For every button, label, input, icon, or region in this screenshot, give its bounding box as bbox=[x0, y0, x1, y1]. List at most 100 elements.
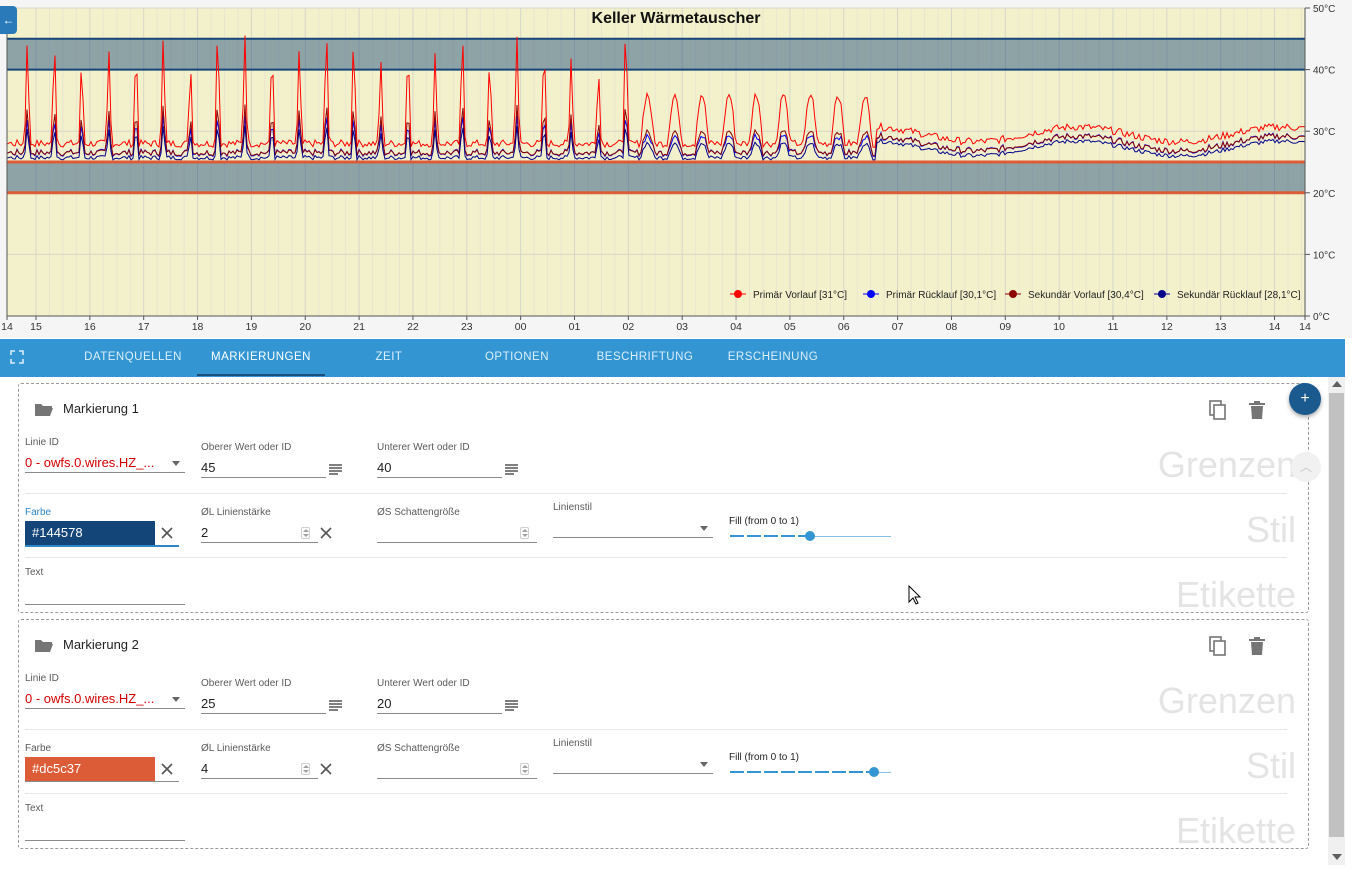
trash-icon[interactable] bbox=[1249, 637, 1265, 655]
fill-slider-rest[interactable] bbox=[810, 536, 891, 537]
legend-entry: Primär Rücklauf [30,1°C] bbox=[886, 290, 996, 301]
spinner-icon[interactable] bbox=[520, 763, 529, 775]
line-width-input[interactable]: 2 bbox=[201, 523, 318, 543]
line-id-select[interactable]: 0 - owfs.0.wires.HZ_... bbox=[25, 689, 185, 709]
tab-optionen[interactable]: OPTIONEN bbox=[484, 351, 550, 363]
upper-input[interactable]: 25 bbox=[201, 694, 326, 714]
chart: 0°C 10°C 20°C 30°C 40°C 50°C 14 15 16 17 18 19 20 21 2… bbox=[1, 4, 1335, 333]
shadow-label: ØS Schattengröße bbox=[377, 743, 460, 754]
legend-entry: Sekundär Vorlauf [30,4°C] bbox=[1028, 290, 1144, 301]
x-tick-label: 16 bbox=[84, 321, 96, 333]
folder-open-icon[interactable] bbox=[34, 638, 54, 652]
id-select-icon[interactable] bbox=[505, 700, 518, 711]
divider bbox=[25, 557, 1287, 558]
x-tick-label: 14 bbox=[1, 321, 13, 333]
marking-band bbox=[7, 162, 1305, 193]
copy-icon[interactable] bbox=[1209, 636, 1227, 656]
line-style-select[interactable] bbox=[553, 518, 713, 538]
text-label: Text bbox=[25, 803, 44, 814]
line-width-input[interactable]: 4 bbox=[201, 759, 318, 779]
shadow-input[interactable] bbox=[377, 523, 537, 543]
color-underline bbox=[25, 781, 179, 782]
marking-band bbox=[7, 38, 1305, 70]
marking-title[interactable]: Markierung 1 bbox=[63, 401, 139, 416]
id-select-icon[interactable] bbox=[505, 464, 518, 475]
fill-slider-thumb[interactable] bbox=[869, 767, 879, 777]
x-tick-label: 14 bbox=[1299, 321, 1311, 333]
section-label: Etikette bbox=[1175, 810, 1296, 851]
x-tick-label: 01 bbox=[569, 321, 581, 333]
scroll-thumb[interactable] bbox=[1329, 393, 1344, 837]
line-style-label: Linienstil bbox=[553, 738, 592, 749]
divider bbox=[25, 729, 1287, 730]
spinner-icon[interactable] bbox=[301, 763, 310, 775]
tab-markierungen[interactable]: MARKIERUNGEN bbox=[211, 351, 311, 363]
fill-slider-track[interactable] bbox=[730, 771, 874, 773]
section-label: Etikette bbox=[1175, 574, 1296, 615]
folder-open-icon[interactable] bbox=[34, 402, 54, 416]
tab-beschriftung[interactable]: BESCHRIFTUNG bbox=[596, 351, 694, 363]
x-tick-label: 14 bbox=[1269, 321, 1281, 333]
y-tick-label: 50°C bbox=[1313, 4, 1335, 15]
add-marking-button[interactable]: + bbox=[1289, 383, 1321, 415]
y-tick-label: 40°C bbox=[1313, 66, 1335, 77]
line-id-value: 0 - owfs.0.wires.HZ_... bbox=[25, 691, 155, 706]
dropdown-arrow-icon bbox=[700, 526, 708, 531]
x-tick-label: 22 bbox=[407, 321, 419, 333]
upper-label: Oberer Wert oder ID bbox=[201, 678, 292, 689]
series-line bbox=[6, 35, 1306, 149]
color-label: Farbe bbox=[25, 743, 52, 754]
fill-slider-track[interactable] bbox=[730, 535, 810, 537]
fill-slider-thumb[interactable] bbox=[805, 531, 815, 541]
id-select-icon[interactable] bbox=[329, 700, 342, 711]
tab-zeit[interactable]: ZEIT bbox=[375, 351, 403, 363]
legend-entry: Sekundär Rücklauf [28,1°C] bbox=[1177, 290, 1301, 301]
collapse-button[interactable]: ︿ bbox=[1291, 452, 1321, 482]
clear-icon[interactable] bbox=[320, 763, 332, 775]
chevron-up-icon: ︿ bbox=[1299, 460, 1312, 474]
clear-icon[interactable] bbox=[161, 527, 173, 539]
color-input[interactable]: #dc5c37 bbox=[25, 757, 155, 781]
x-tick-label: 08 bbox=[946, 321, 958, 333]
line-style-label: Linienstil bbox=[553, 502, 592, 513]
id-select-icon[interactable] bbox=[329, 464, 342, 475]
scroll-down-icon[interactable] bbox=[1332, 854, 1342, 860]
spinner-icon[interactable] bbox=[301, 527, 310, 539]
line-style-select[interactable] bbox=[553, 754, 713, 774]
scrollbar[interactable] bbox=[1328, 377, 1345, 865]
text-input[interactable] bbox=[25, 585, 185, 605]
clear-icon[interactable] bbox=[320, 527, 332, 539]
line-id-select[interactable]: 0 - owfs.0.wires.HZ_... bbox=[25, 453, 185, 473]
shadow-input[interactable] bbox=[377, 759, 537, 779]
upper-input[interactable]: 45 bbox=[201, 458, 326, 478]
y-tick-label: 10°C bbox=[1313, 250, 1335, 261]
x-tick-label: 23 bbox=[461, 321, 473, 333]
tab-datenquellen[interactable]: DATENQUELLEN bbox=[84, 351, 182, 363]
legend-entry: Primär Vorlauf [31°C] bbox=[753, 290, 847, 301]
lower-input[interactable]: 20 bbox=[377, 694, 502, 714]
x-tick-label: 19 bbox=[246, 321, 258, 333]
tab-erscheinung[interactable]: ERSCHEINUNG bbox=[727, 351, 819, 363]
marking-title[interactable]: Markierung 2 bbox=[63, 637, 139, 652]
fullscreen-icon[interactable] bbox=[10, 350, 24, 364]
x-tick-label: 06 bbox=[838, 321, 850, 333]
section-style: Stil bbox=[1245, 745, 1296, 786]
dropdown-arrow-icon bbox=[700, 762, 708, 767]
trash-icon[interactable] bbox=[1249, 401, 1265, 419]
x-tick-label: 13 bbox=[1215, 321, 1227, 333]
section-limits: Grenzen bbox=[1157, 444, 1296, 485]
lower-input[interactable]: 40 bbox=[377, 458, 502, 478]
x-tick-label: 10 bbox=[1053, 321, 1065, 333]
copy-icon[interactable] bbox=[1209, 400, 1227, 420]
text-input[interactable] bbox=[25, 821, 185, 841]
clear-icon[interactable] bbox=[161, 763, 173, 775]
spinner-icon[interactable] bbox=[520, 527, 529, 539]
chart-area: 0°C 10°C 20°C 30°C 40°C 50°C 14 15 16 17 18 19 20 21 2… bbox=[0, 0, 1352, 338]
back-button[interactable]: ← bbox=[0, 6, 17, 34]
focus-underline bbox=[25, 545, 179, 547]
chart-title: Keller Wärmetauscher bbox=[592, 10, 761, 27]
color-input[interactable]: #144578 bbox=[25, 521, 155, 545]
fill-slider-rest[interactable] bbox=[874, 772, 891, 773]
scroll-up-icon[interactable] bbox=[1332, 381, 1342, 387]
y-tick-label: 20°C bbox=[1313, 189, 1335, 200]
